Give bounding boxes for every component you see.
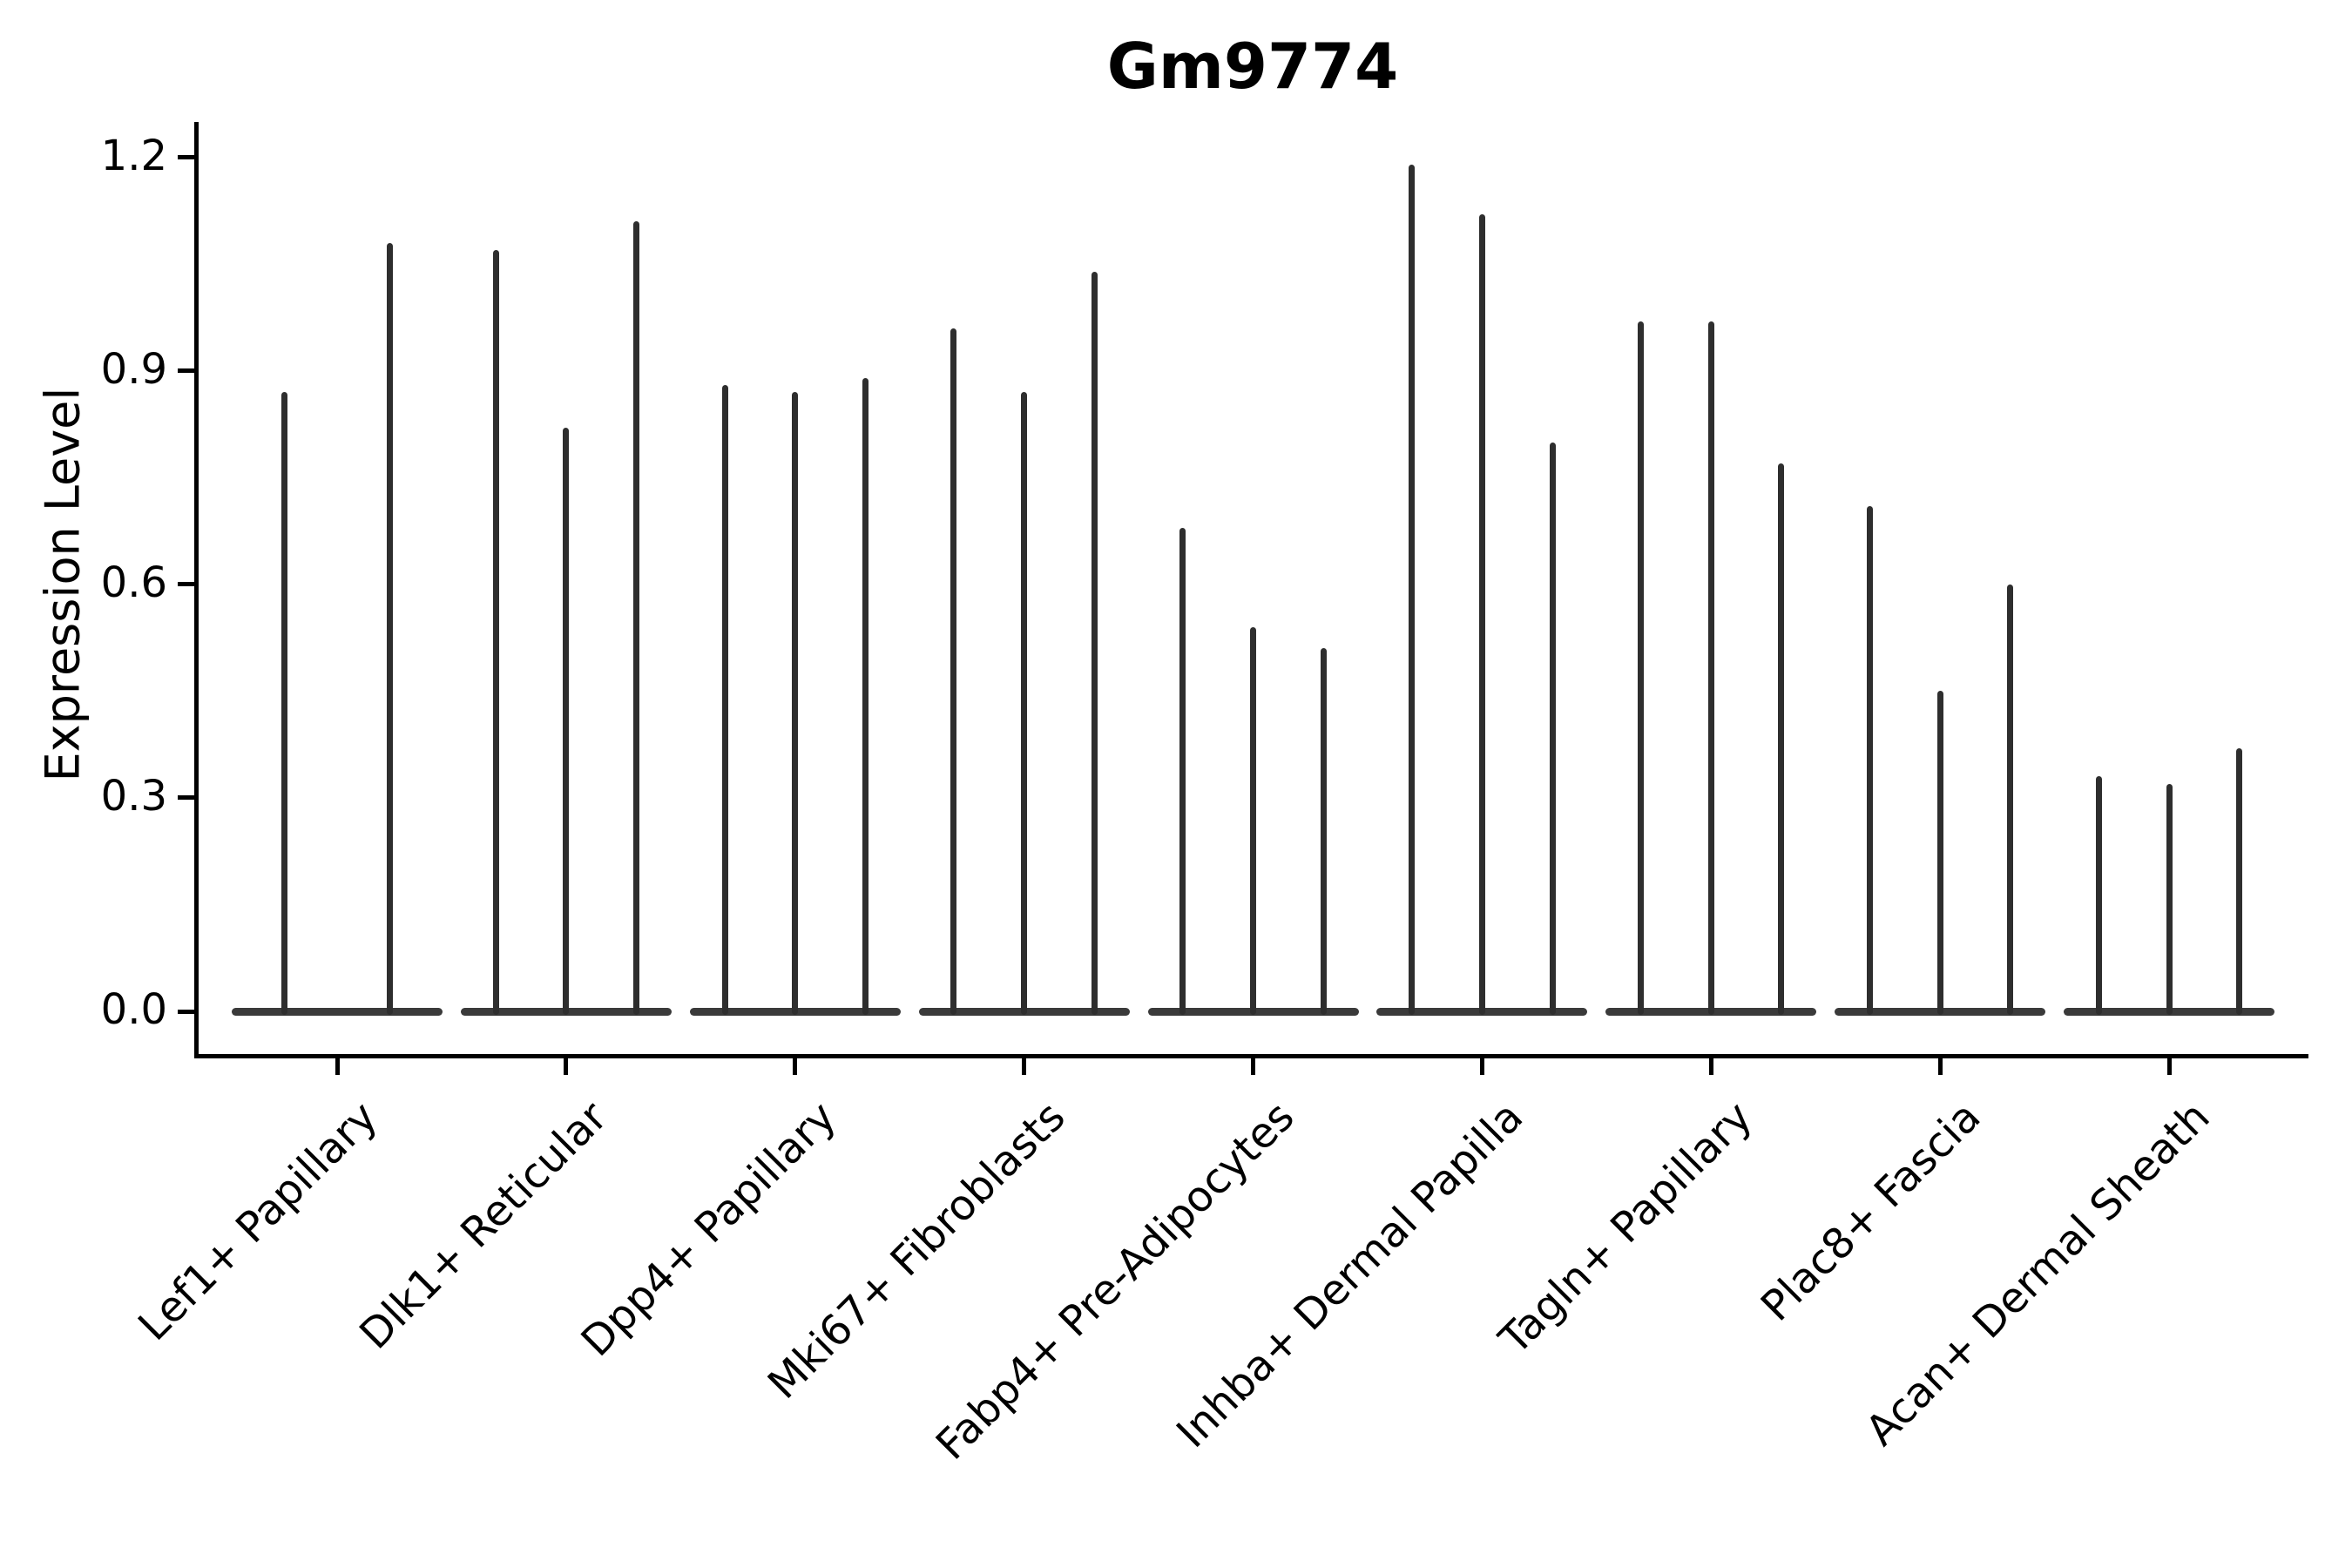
violin-spike	[721, 385, 728, 1015]
violin-spike	[1936, 691, 1943, 1015]
x-tick-label: Plac8+ Fascia	[1752, 1092, 1990, 1331]
x-tick-label: Tagln+ Papillary	[1490, 1092, 1761, 1364]
y-tick-label: 0.9	[100, 344, 167, 394]
x-tick	[1937, 1058, 1943, 1075]
x-tick	[793, 1058, 798, 1075]
violin-base	[232, 1007, 443, 1016]
violin-spike	[1549, 442, 1556, 1015]
violin-spike	[1409, 165, 1416, 1015]
violin-spike	[1707, 321, 1714, 1015]
violin-spike	[1638, 321, 1645, 1015]
x-tick	[1251, 1058, 1255, 1075]
violin-spike	[950, 328, 957, 1015]
x-axis-spine	[194, 1054, 2308, 1058]
y-tick	[178, 795, 194, 801]
y-axis-label: Expression Level	[35, 387, 91, 782]
violin-spike	[1091, 271, 1098, 1015]
violin-spike	[1250, 626, 1256, 1015]
x-tick	[1708, 1058, 1713, 1075]
violin-spike	[633, 221, 640, 1015]
violin-spike	[1866, 506, 1873, 1015]
violin-spike	[2007, 584, 2014, 1015]
y-tick-label: 0.3	[100, 771, 167, 821]
violin-spike	[281, 392, 287, 1015]
violin-spike	[2166, 783, 2173, 1015]
x-tick	[2166, 1058, 2172, 1075]
chart-title: Gm9774	[1106, 30, 1399, 103]
y-tick	[178, 1009, 194, 1014]
violin-spike	[1478, 214, 1485, 1015]
violin-spike	[2236, 747, 2243, 1015]
y-tick	[178, 155, 194, 160]
violin-spike	[563, 428, 570, 1015]
violin-spike	[1778, 463, 1785, 1015]
x-tick-label: Lef1+ Papillary	[129, 1092, 388, 1350]
y-tick	[178, 368, 194, 374]
y-tick-label: 0.6	[100, 558, 167, 607]
violin-spike	[1320, 648, 1327, 1015]
x-tick-label: Dlk1+ Reticular	[349, 1092, 617, 1359]
violin-spike	[862, 378, 868, 1015]
y-tick-label: 0.0	[100, 984, 167, 1034]
y-axis-spine	[194, 122, 199, 1058]
x-tick-label: Dpp4+ Papillary	[571, 1092, 846, 1367]
violin-spike	[1021, 392, 1028, 1015]
x-tick	[335, 1058, 340, 1075]
y-tick-label: 1.2	[100, 131, 167, 180]
violin-spike	[792, 392, 799, 1015]
x-tick	[564, 1058, 569, 1075]
x-tick	[1022, 1058, 1027, 1075]
violin-spike	[1179, 527, 1186, 1015]
y-tick	[178, 582, 194, 587]
violin-spike	[2095, 776, 2102, 1015]
violin-spike	[492, 250, 499, 1015]
violin-spike	[387, 242, 393, 1015]
x-tick	[1479, 1058, 1484, 1075]
